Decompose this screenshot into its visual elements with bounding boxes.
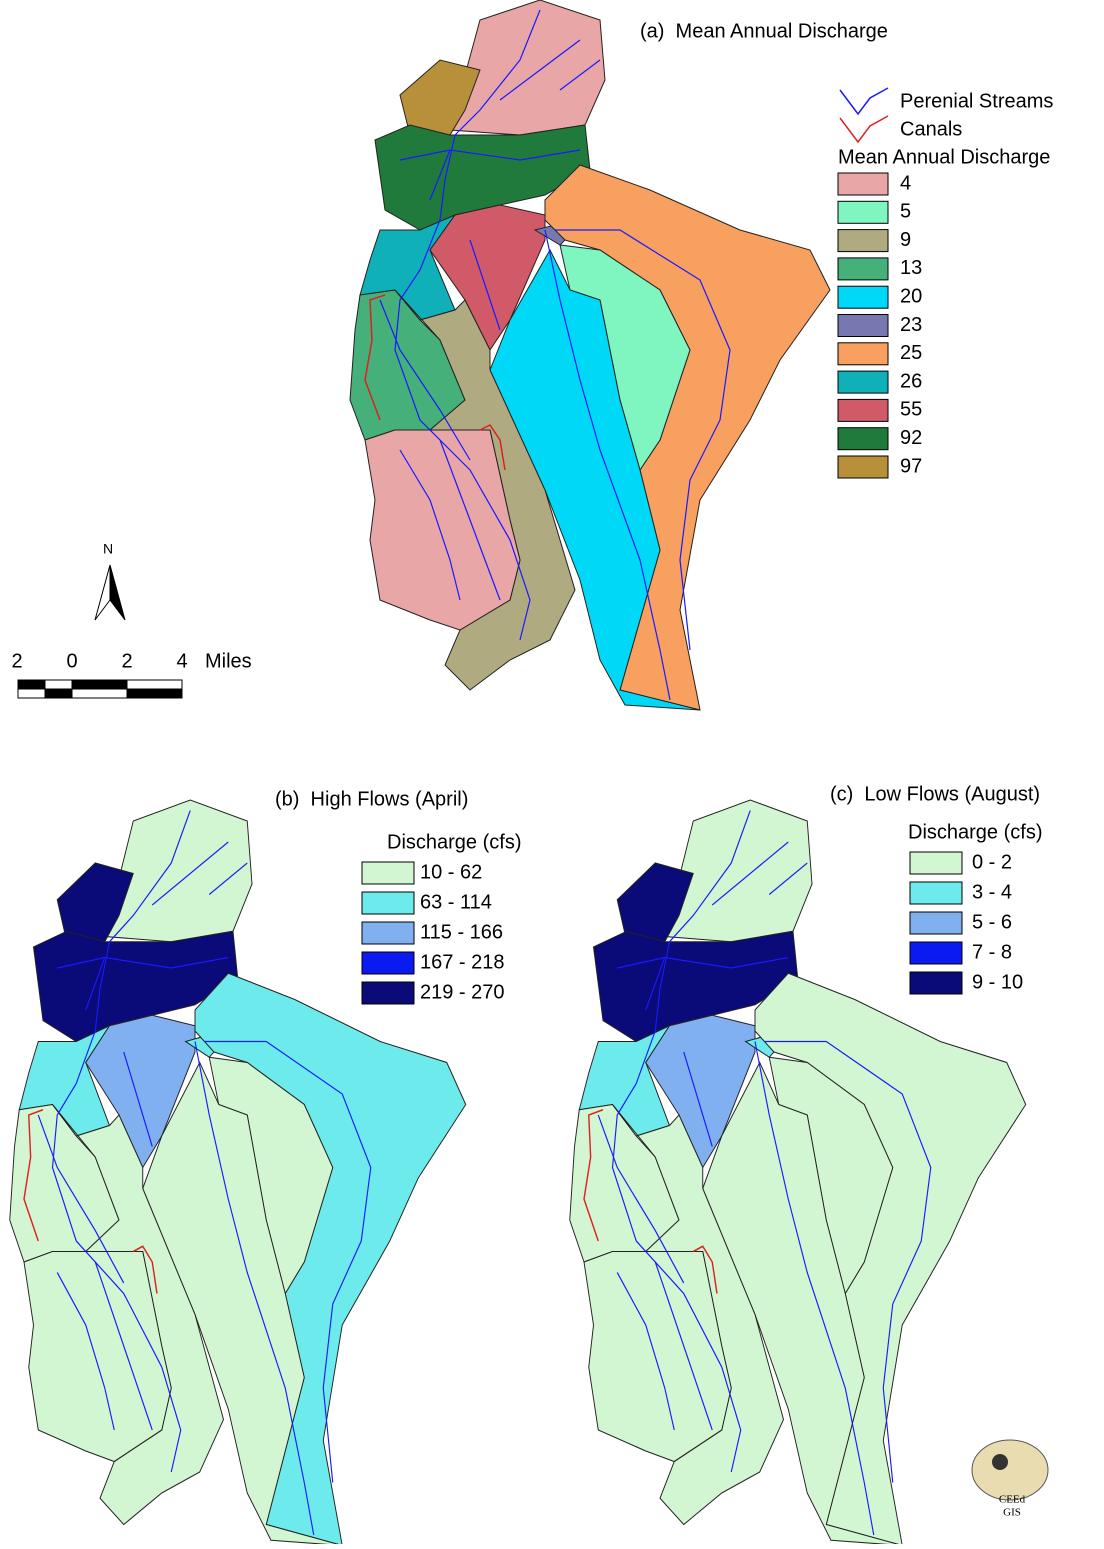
legend-swatch (910, 942, 962, 964)
legend-swatch (362, 952, 414, 974)
legend-label: 7 - 8 (972, 941, 1012, 963)
legend-line (840, 88, 888, 114)
sub-basin (584, 1252, 731, 1462)
legend-swatch (910, 972, 962, 994)
scale-unit: Miles (205, 650, 252, 672)
sub-basin (365, 430, 520, 630)
basin-map (350, 0, 830, 710)
logo-text: GIS (1003, 1507, 1021, 1519)
panel-title: (a) Mean Annual Discharge (640, 20, 888, 42)
legend-label: 97 (900, 455, 922, 477)
legend-label: 55 (900, 399, 922, 421)
logo-text: CEEd (999, 1494, 1026, 1506)
legend-label: 219 - 270 (420, 981, 505, 1003)
panel-title: (c) Low Flows (August) (830, 783, 1040, 805)
scale-label: 2 (121, 650, 132, 672)
legend-swatch (838, 173, 888, 195)
legend-title: Discharge (cfs) (908, 821, 1042, 843)
legend-swatch (838, 456, 888, 478)
legend-line (840, 116, 888, 142)
sub-basin (105, 800, 252, 942)
legend-swatch (910, 852, 962, 874)
legend-swatch (838, 399, 888, 421)
legend-swatch (362, 922, 414, 944)
sub-basin (24, 1252, 171, 1462)
legend-label: 115 - 166 (420, 921, 503, 943)
legend-swatch (838, 230, 888, 252)
legend-swatch (910, 912, 962, 934)
scale-bar (18, 680, 182, 698)
legend-label: 13 (900, 257, 922, 279)
legend-label: 5 (900, 201, 911, 223)
legend-swatch (362, 892, 414, 914)
legend-swatch (838, 286, 888, 308)
legend-swatch (838, 258, 888, 280)
legend-label: 0 - 2 (972, 851, 1012, 873)
legend-label: 23 (900, 314, 922, 336)
legend-swatch (910, 882, 962, 904)
legend-title: Discharge (cfs) (387, 831, 521, 853)
panel-title: (b) High Flows (April) (275, 788, 468, 810)
legend-label: 3 - 4 (972, 881, 1012, 903)
legend-swatch (362, 862, 414, 884)
legend-swatch (838, 371, 888, 393)
legend-swatch (838, 428, 888, 450)
scale-label: 2 (11, 650, 22, 672)
legend-title: Mean Annual Discharge (838, 146, 1050, 168)
scale-label: 0 (66, 650, 77, 672)
legend-swatch (838, 343, 888, 365)
legend-label: Canals (900, 118, 962, 140)
legend-label: 9 - 10 (972, 971, 1023, 993)
sub-basin (450, 0, 605, 135)
legend-label: 92 (900, 427, 922, 449)
legend-label: 63 - 114 (420, 891, 492, 913)
legend-swatch (838, 201, 888, 223)
legend-label: 10 - 62 (420, 861, 482, 883)
sub-basin (665, 800, 812, 942)
north-arrow: N (95, 541, 125, 620)
legend-label: 20 (900, 285, 922, 307)
legend-label: 26 (900, 370, 922, 392)
legend-label: 5 - 6 (972, 911, 1012, 933)
scale-label: 4 (176, 650, 187, 672)
legend-label: 25 (900, 342, 922, 364)
legend-label: 9 (900, 229, 911, 251)
legend-label: 167 - 218 (420, 951, 505, 973)
north-label: N (103, 541, 113, 557)
legend-label: Perenial Streams (900, 90, 1053, 112)
map-figure: N 2 0 2 4 Miles CEEd GIS (a) Mean Annual… (0, 0, 1104, 1544)
legend-swatch (362, 982, 414, 1004)
legend-label: 4 (900, 172, 911, 194)
legend-swatch (838, 315, 888, 337)
logo: CEEd GIS (972, 1440, 1048, 1519)
